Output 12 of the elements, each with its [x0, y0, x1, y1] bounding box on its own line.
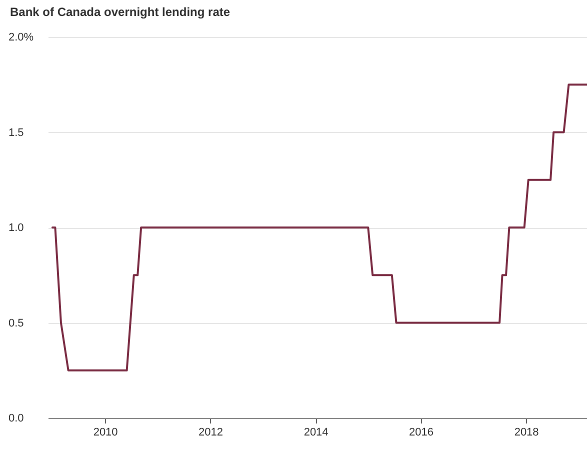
x-tick-label: 2016 — [408, 426, 434, 438]
y-tick-label: 0.5 — [8, 317, 24, 330]
y-tick-label: 1.0 — [8, 222, 24, 234]
x-tick-label: 2014 — [304, 426, 328, 438]
y-tick-label: 0.0 — [8, 412, 24, 424]
x-tick-label: 2012 — [198, 426, 223, 438]
x-tick-label: 2018 — [514, 426, 539, 438]
line-series — [51, 84, 587, 372]
y-tick-label: 2.0% — [8, 32, 34, 44]
x-tick-label: 2010 — [93, 426, 118, 438]
y-tick-label: 1.5 — [8, 126, 24, 139]
chart-title: Bank of Canada overnight lending rate — [10, 5, 230, 19]
